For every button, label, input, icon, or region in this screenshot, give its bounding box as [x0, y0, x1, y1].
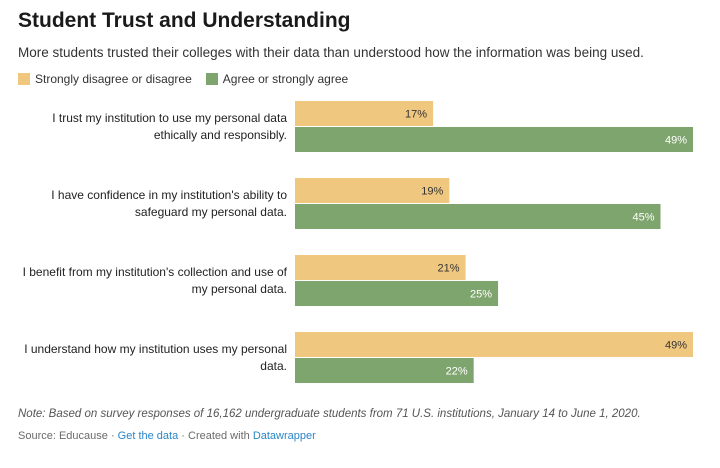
- chart-subtitle: More students trusted their colleges wit…: [18, 45, 644, 60]
- category-label: I benefit from my institution's collecti…: [23, 265, 288, 279]
- bar-disagree: [295, 332, 693, 357]
- datawrapper-link[interactable]: Datawrapper: [252, 430, 316, 442]
- data-label: 17%: [405, 109, 427, 121]
- chart-title: Student Trust and Understanding: [18, 9, 351, 32]
- category-label: my personal data.: [192, 282, 287, 296]
- legend-item-agree: Agree or strongly agree: [205, 72, 349, 86]
- category-label: ethically and responsibly.: [154, 128, 287, 142]
- legend: Strongly disagree or disagree Agree or s…: [18, 72, 362, 86]
- bar-agree: [295, 358, 474, 383]
- legend-label-disagree: Strongly disagree or disagree: [35, 72, 192, 86]
- category-label: I trust my institution to use my persona…: [52, 111, 287, 125]
- legend-label-agree: Agree or strongly agree: [222, 72, 349, 86]
- bar-disagree: [295, 101, 434, 126]
- data-label: 21%: [438, 263, 460, 275]
- category-label: safeguard my personal data.: [135, 205, 287, 219]
- bar-agree: [295, 127, 693, 152]
- bar-agree: [295, 281, 499, 306]
- bar-disagree: [295, 178, 450, 203]
- source-middle: · Created with: [178, 430, 253, 442]
- legend-swatch-disagree: [18, 73, 30, 85]
- bar-agree: [295, 204, 661, 229]
- source-prefix: Source: Educause ·: [18, 430, 118, 442]
- data-label: 22%: [446, 366, 468, 378]
- category-label: data.: [260, 359, 287, 373]
- data-label: 45%: [632, 212, 654, 224]
- get-the-data-link[interactable]: Get the data: [117, 430, 179, 442]
- chart-source: Source: Educause · Get the data · Create…: [18, 430, 316, 442]
- category-label: I have confidence in my institution's ab…: [51, 188, 287, 202]
- chart-note: Note: Based on survey responses of 16,16…: [18, 408, 641, 420]
- bar-disagree: [295, 255, 466, 280]
- data-label: 25%: [470, 289, 492, 301]
- bar-chart: I trust my institution to use my persona…: [23, 101, 693, 383]
- legend-item-disagree: Strongly disagree or disagree: [18, 72, 192, 86]
- data-label: 49%: [665, 340, 687, 352]
- category-label: I understand how my institution uses my …: [24, 342, 287, 356]
- data-label: 19%: [421, 186, 443, 198]
- legend-swatch-agree: [205, 73, 218, 85]
- data-label: 49%: [665, 135, 687, 147]
